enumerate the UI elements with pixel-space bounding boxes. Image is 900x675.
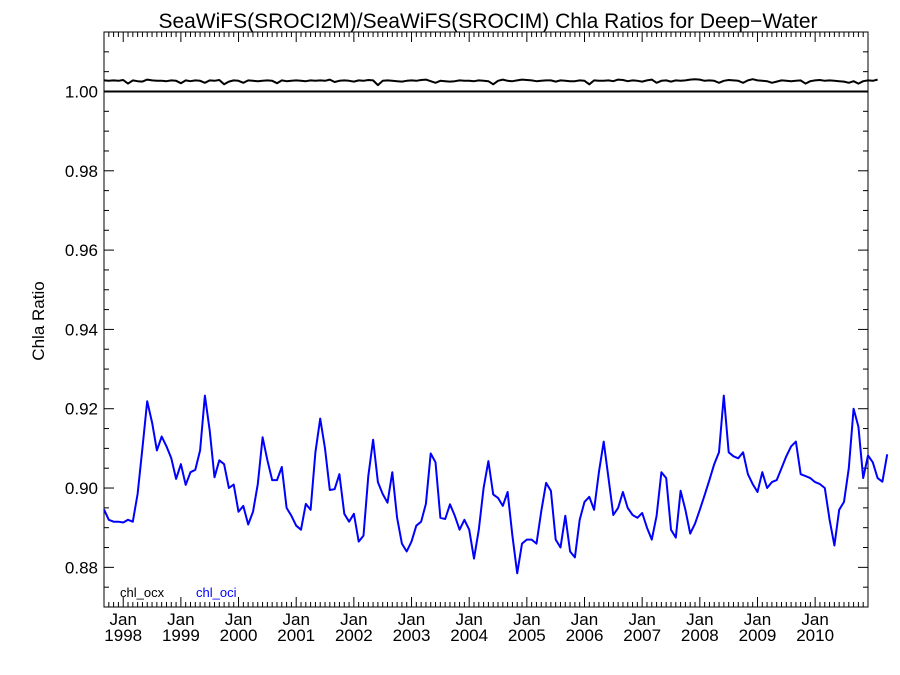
x-tick-label-year: 2003	[393, 626, 431, 645]
x-tick-label-month: Jan	[398, 610, 425, 629]
x-tick-label-month: Jan	[513, 610, 540, 629]
x-tick-label-month: Jan	[225, 610, 252, 629]
series-group	[103, 78, 889, 575]
x-tick-label-year: 2010	[796, 626, 834, 645]
y-tick-label: 1.00	[65, 82, 98, 101]
x-tick-label-year: 2004	[450, 626, 488, 645]
x-tick-label-month: Jan	[455, 610, 482, 629]
x-tick-label-month: Jan	[628, 610, 655, 629]
x-tick-label-month: Jan	[110, 610, 137, 629]
x-axis: Jan1998Jan1999Jan2000Jan2001Jan2002Jan20…	[103, 32, 869, 645]
x-tick-label-month: Jan	[686, 610, 713, 629]
x-tick-label-year: 1998	[104, 626, 142, 645]
x-tick-label-month: Jan	[167, 610, 194, 629]
y-axis-label: Chla Ratio	[29, 281, 48, 360]
y-tick-label: 0.88	[65, 558, 98, 577]
legend-item-chl-oci: chl_oci	[196, 585, 237, 600]
x-tick-label-year: 2002	[335, 626, 373, 645]
series-line-chl-oci	[103, 394, 889, 575]
x-tick-label-year: 2008	[681, 626, 719, 645]
x-tick-label-month: Jan	[571, 610, 598, 629]
y-tick-label: 0.96	[65, 241, 98, 260]
y-tick-label: 0.92	[65, 400, 98, 419]
chart-title: SeaWiFS(SROCI2M)/SeaWiFS(SROCIM) Chla Ra…	[158, 10, 817, 33]
y-tick-label: 0.98	[65, 162, 98, 181]
x-tick-label-year: 2007	[623, 626, 661, 645]
plot-frame	[103, 31, 869, 608]
series-line-chl-ocx	[103, 78, 878, 87]
legend-item-chl-ocx: chl_ocx	[120, 585, 165, 600]
x-tick-label-month: Jan	[801, 610, 828, 629]
x-tick-label-year: 2009	[739, 626, 777, 645]
y-tick-label: 0.94	[65, 320, 98, 339]
y-tick-label: 0.90	[65, 479, 98, 498]
x-tick-label-year: 2000	[220, 626, 258, 645]
y-axis: 0.88 0.90 0.92 0.94 0.96 0.98 1.00	[65, 51, 868, 588]
x-tick-label-year: 1999	[162, 626, 200, 645]
x-tick-label-year: 2005	[508, 626, 546, 645]
legend: chl_ocx chl_oci	[120, 585, 237, 600]
x-tick-label-month: Jan	[340, 610, 367, 629]
x-tick-label-month: Jan	[282, 610, 309, 629]
x-tick-label-month: Jan	[744, 610, 771, 629]
x-tick-label-year: 2006	[566, 626, 604, 645]
x-tick-label-year: 2001	[277, 626, 315, 645]
